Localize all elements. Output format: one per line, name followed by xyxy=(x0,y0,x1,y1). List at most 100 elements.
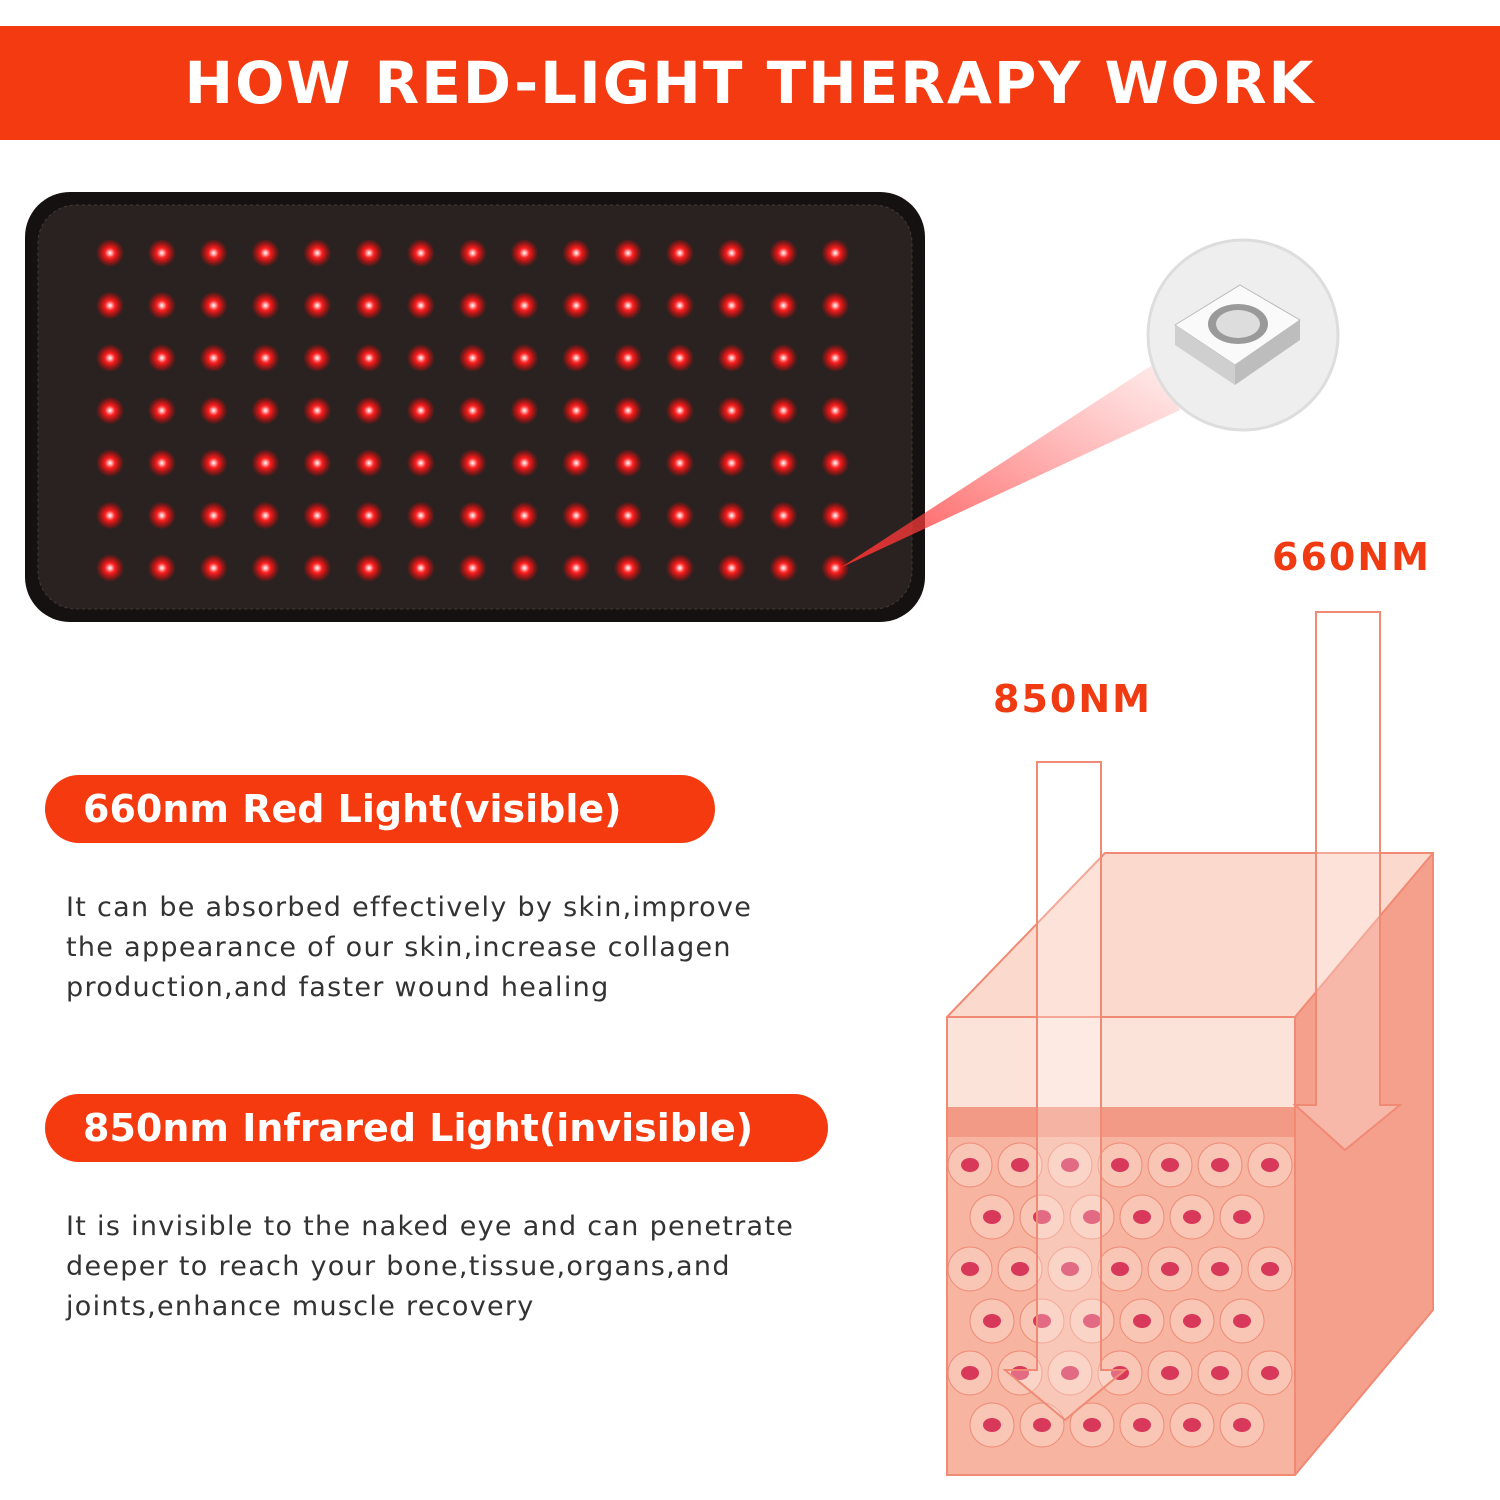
led-light xyxy=(303,239,332,267)
led-light xyxy=(199,554,228,582)
cell-nucleus xyxy=(1111,1262,1129,1276)
led-light xyxy=(769,344,798,372)
led-light xyxy=(717,554,746,582)
led-light xyxy=(303,501,332,530)
led-light xyxy=(355,396,383,425)
led-light xyxy=(458,291,487,320)
cell-nucleus xyxy=(1161,1366,1179,1380)
led-light xyxy=(303,554,332,582)
cell-nucleus xyxy=(1061,1262,1079,1276)
led-light xyxy=(147,501,176,530)
led-light xyxy=(355,449,383,477)
led-light xyxy=(821,396,850,425)
led-light xyxy=(614,554,642,582)
led-light xyxy=(251,344,280,372)
led-light xyxy=(355,344,383,372)
led-light xyxy=(717,449,746,477)
cell-nucleus xyxy=(1211,1158,1229,1172)
description-line: deeper to reach your bone,tissue,organs,… xyxy=(66,1251,731,1282)
led-light xyxy=(147,449,176,477)
cell-nucleus xyxy=(1211,1262,1229,1276)
led-light xyxy=(821,344,850,372)
section-heading-660nm: 660nm Red Light(visible) xyxy=(45,775,715,843)
led-light xyxy=(458,554,487,582)
led-light xyxy=(821,291,850,320)
led-light xyxy=(665,291,694,320)
led-light xyxy=(665,501,694,530)
led-light xyxy=(717,396,746,425)
led-light xyxy=(147,554,176,582)
led-light xyxy=(665,554,694,582)
cell-nucleus xyxy=(1033,1418,1051,1432)
led-light xyxy=(717,344,746,372)
cell-nucleus xyxy=(1183,1418,1201,1432)
led-light xyxy=(562,501,591,530)
led-light xyxy=(510,344,539,372)
light-beam xyxy=(840,360,1180,568)
led-light xyxy=(458,449,487,477)
cell-nucleus xyxy=(1233,1210,1251,1224)
led-light xyxy=(562,344,591,372)
led-light xyxy=(769,396,798,425)
led-light xyxy=(251,291,280,320)
led-light xyxy=(251,396,280,425)
led-light xyxy=(717,291,746,320)
description-line: It can be absorbed effectively by skin,i… xyxy=(66,892,753,923)
led-chip-closeup-icon xyxy=(1146,238,1340,432)
section-heading-850nm: 850nm Infrared Light(invisible) xyxy=(45,1094,828,1162)
led-light xyxy=(251,239,280,267)
cell-nucleus xyxy=(1111,1158,1129,1172)
skin-layers-diagram xyxy=(946,852,1434,1476)
cell-nucleus xyxy=(1233,1418,1251,1432)
led-light xyxy=(406,291,435,320)
led-light xyxy=(303,449,332,477)
cell-nucleus xyxy=(1261,1366,1279,1380)
led-light xyxy=(821,501,850,530)
led-light xyxy=(303,344,332,372)
led-light xyxy=(769,554,798,582)
led-light xyxy=(96,501,124,530)
led-light xyxy=(355,291,383,320)
led-light xyxy=(510,291,539,320)
led-grid xyxy=(96,239,850,582)
led-light xyxy=(96,239,124,267)
led-light xyxy=(199,449,228,477)
cell-nucleus xyxy=(1133,1314,1151,1328)
led-light xyxy=(665,344,694,372)
led-light xyxy=(199,501,228,530)
led-light xyxy=(769,239,798,267)
led-light xyxy=(821,554,850,582)
led-light xyxy=(510,501,539,530)
led-light xyxy=(199,344,228,372)
cell-nucleus xyxy=(1011,1158,1029,1172)
led-light xyxy=(821,449,850,477)
led-belt xyxy=(25,192,925,622)
led-light xyxy=(458,396,487,425)
led-light xyxy=(510,396,539,425)
page-title: HOW RED-LIGHT THERAPY WORK xyxy=(184,49,1316,117)
led-light xyxy=(251,501,280,530)
led-light xyxy=(821,239,850,267)
led-light xyxy=(562,291,591,320)
led-light xyxy=(406,344,435,372)
cell-nucleus xyxy=(1061,1366,1079,1380)
cell-nucleus xyxy=(983,1210,1001,1224)
arrow-850nm xyxy=(1002,761,1128,1422)
led-light xyxy=(406,501,435,530)
led-light xyxy=(510,449,539,477)
led-light xyxy=(614,501,642,530)
led-light xyxy=(562,239,591,267)
led-light xyxy=(614,291,642,320)
led-light xyxy=(665,449,694,477)
led-light xyxy=(96,554,124,582)
led-light xyxy=(769,449,798,477)
led-light xyxy=(303,291,332,320)
led-light xyxy=(562,396,591,425)
led-light xyxy=(769,291,798,320)
cell-nucleus xyxy=(1233,1314,1251,1328)
led-light xyxy=(355,501,383,530)
cell-nucleus xyxy=(1261,1262,1279,1276)
skin-cells xyxy=(947,1142,1293,1448)
led-light xyxy=(199,396,228,425)
